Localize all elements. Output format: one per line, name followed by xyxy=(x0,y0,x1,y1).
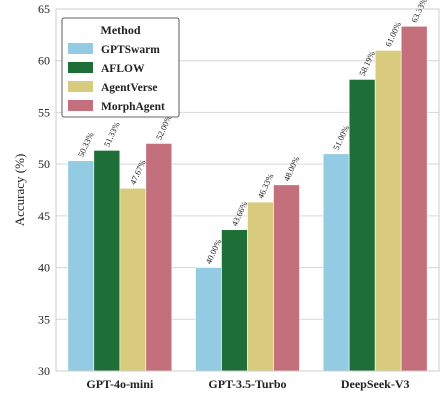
y-tick-label: 50 xyxy=(38,157,50,171)
x-tick-label: GPT-4o-mini xyxy=(86,377,154,391)
data-label: 46.33% xyxy=(255,172,275,200)
bar xyxy=(67,160,95,372)
y-tick-label: 45 xyxy=(38,209,50,223)
bar xyxy=(247,201,274,372)
y-tick-label: 35 xyxy=(38,312,50,326)
data-label: 48.00% xyxy=(281,155,301,183)
bar xyxy=(119,187,147,372)
y-axis-label: Accuracy (%) xyxy=(12,154,27,227)
data-label: 51.33% xyxy=(102,120,122,148)
bar xyxy=(400,25,428,372)
data-label: 63.33% xyxy=(409,0,429,24)
legend-swatch xyxy=(68,81,93,92)
data-label: 61.00% xyxy=(383,20,403,48)
legend-label: AgentVerse xyxy=(101,82,157,94)
bar xyxy=(273,184,300,372)
legend-title: Method xyxy=(101,23,141,37)
y-tick-label: 60 xyxy=(38,54,50,68)
bar xyxy=(221,229,248,372)
x-axis-ticks: GPT-4o-mini GPT-3.5-Turbo DeepSeek-V3 xyxy=(86,377,409,391)
legend-swatch xyxy=(68,100,93,111)
bar xyxy=(93,150,121,372)
legend-label: MorphAgent xyxy=(101,101,165,113)
bar xyxy=(195,267,222,372)
legend-swatch xyxy=(68,62,93,73)
bar xyxy=(322,153,350,372)
data-label: 43.66% xyxy=(229,200,249,228)
data-label: 58.19% xyxy=(357,49,377,77)
x-tick-label: GPT-3.5-Turbo xyxy=(208,377,286,391)
legend-label: GPTSwarm xyxy=(101,44,160,56)
x-tick-label: DeepSeek-V3 xyxy=(341,377,410,391)
plot-frame xyxy=(55,8,440,372)
bars xyxy=(67,25,428,372)
data-label: 51.00% xyxy=(331,124,351,152)
legend-items: GPTSwarm AFLOW AgentVerse MorphAgent xyxy=(68,43,165,113)
data-label: 52.00% xyxy=(154,113,174,141)
y-tick-label: 65 xyxy=(38,2,50,16)
y-tick-label: 30 xyxy=(38,364,50,378)
bar xyxy=(145,143,173,372)
bar xyxy=(348,79,376,372)
legend: Method GPTSwarm AFLOW AgentVerse MorphAgent xyxy=(61,17,180,118)
legend-label: AFLOW xyxy=(101,63,145,75)
data-label: 40.00% xyxy=(203,237,223,265)
legend-box xyxy=(61,17,180,118)
data-label: 47.67% xyxy=(128,158,148,186)
bar xyxy=(374,50,402,372)
y-tick-label: 40 xyxy=(38,261,50,275)
y-tick-label: 55 xyxy=(38,105,50,119)
data-label: 50.33% xyxy=(76,131,96,159)
legend-swatch xyxy=(68,43,93,54)
y-axis-ticks: 30 35 40 45 50 55 60 65 xyxy=(38,2,50,378)
